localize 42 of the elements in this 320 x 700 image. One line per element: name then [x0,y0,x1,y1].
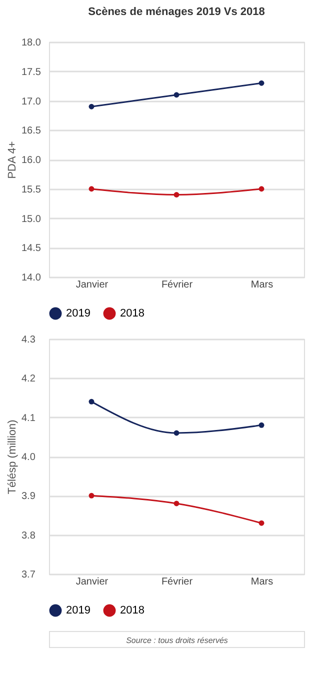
y-tick-label: 4.0 [22,452,36,463]
x-tick-label: Janvier [76,280,109,290]
legend-label: 2018 [120,604,144,617]
x-tick-label: Mars [250,280,274,290]
point [258,422,264,428]
y-axis-title: Télésp (million) [6,420,18,494]
point [258,520,264,526]
y-tick-label: 14.0 [22,272,42,284]
chart-title: Scènes de ménages 2019 Vs 2018 [88,6,265,18]
y-tick-label: 15.0 [22,214,42,225]
y-tick-label: 3.8 [22,530,36,542]
point [174,500,180,506]
x-tick-label: Février [161,280,194,290]
y-tick-label: 15.5 [22,184,42,196]
legend-label: 2019 [66,604,90,617]
point [258,186,264,192]
y-tick-label: 16.5 [22,126,42,137]
legend-label: 2019 [66,308,90,320]
legend-label: 2018 [120,308,144,320]
x-tick-label: Février [161,576,194,588]
point [88,398,94,404]
point [258,80,264,86]
point [88,104,94,110]
y-tick-label: 17.0 [22,96,42,108]
y-tick-label: 14.5 [22,243,42,254]
x-tick-label: Mars [250,576,274,588]
y-tick-label: 3.7 [22,570,36,580]
y-tick-label: 4.2 [22,374,36,385]
y-axis-title: PDA 4+ [6,141,18,179]
point [88,186,94,192]
x-tick-label: Janvier [76,576,109,588]
point [174,92,180,98]
point [174,430,180,436]
y-tick-label: 18.0 [22,38,42,48]
source-note: Source : tous droits réservés [126,636,228,645]
y-tick-label: 3.9 [22,491,36,502]
y-tick-label: 16.0 [22,155,42,166]
y-tick-label: 4.3 [22,334,36,346]
y-tick-label: 17.5 [22,66,42,78]
point [174,192,180,198]
point [88,492,94,498]
y-tick-label: 4.1 [22,412,36,424]
